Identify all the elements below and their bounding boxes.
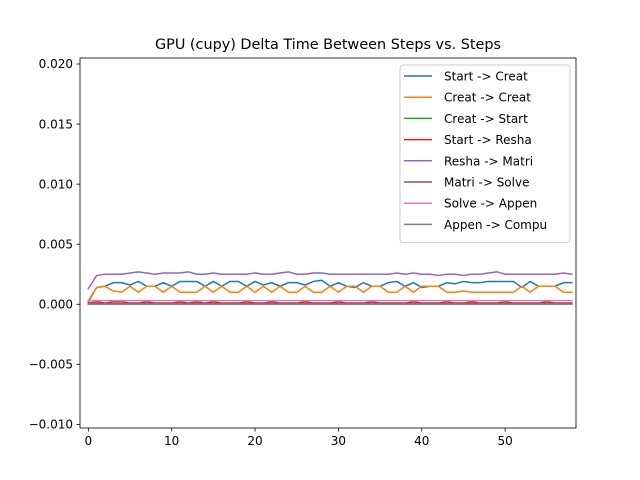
x-tick-label: 50 [498, 434, 513, 448]
x-tick-label: 0 [85, 434, 93, 448]
legend-label: Creat -> Creat [444, 91, 531, 105]
y-tick-label: −0.010 [29, 418, 73, 432]
y-tick-label: 0.020 [39, 57, 73, 71]
series-line-1 [87, 285, 573, 302]
chart-title: GPU (cupy) Delta Time Between Steps vs. … [155, 37, 501, 53]
legend-label: Appen -> Compu [444, 218, 547, 232]
y-tick-label: 0.010 [39, 177, 73, 191]
legend-label: Start -> Creat [444, 70, 528, 84]
x-axis: 0 10 20 30 40 50 [85, 428, 513, 448]
y-tick-label: 0.000 [39, 297, 73, 311]
x-tick-label: 30 [331, 434, 346, 448]
legend-label: Creat -> Start [444, 112, 528, 126]
legend-label: Start -> Resha [444, 133, 532, 147]
x-tick-label: 10 [164, 434, 179, 448]
series-layer [87, 271, 573, 305]
x-tick-label: 40 [414, 434, 429, 448]
legend-label: Matri -> Solve [444, 176, 529, 190]
legend-label: Resha -> Matri [444, 154, 533, 168]
series-line-4 [87, 271, 573, 290]
x-tick-label: 20 [247, 434, 262, 448]
y-tick-label: 0.015 [39, 117, 73, 131]
axes-frame [79, 57, 577, 429]
y-tick-label: −0.005 [29, 358, 73, 372]
legend: Start -> Creat Creat -> Creat Creat -> Sta… [399, 64, 571, 244]
y-tick-label: 0.005 [39, 237, 73, 251]
legend-label: Solve -> Appen [444, 197, 537, 211]
legend-box [399, 64, 571, 244]
y-axis: −0.010 −0.005 0.000 0.005 0.010 0.015 0.020 [29, 57, 80, 432]
